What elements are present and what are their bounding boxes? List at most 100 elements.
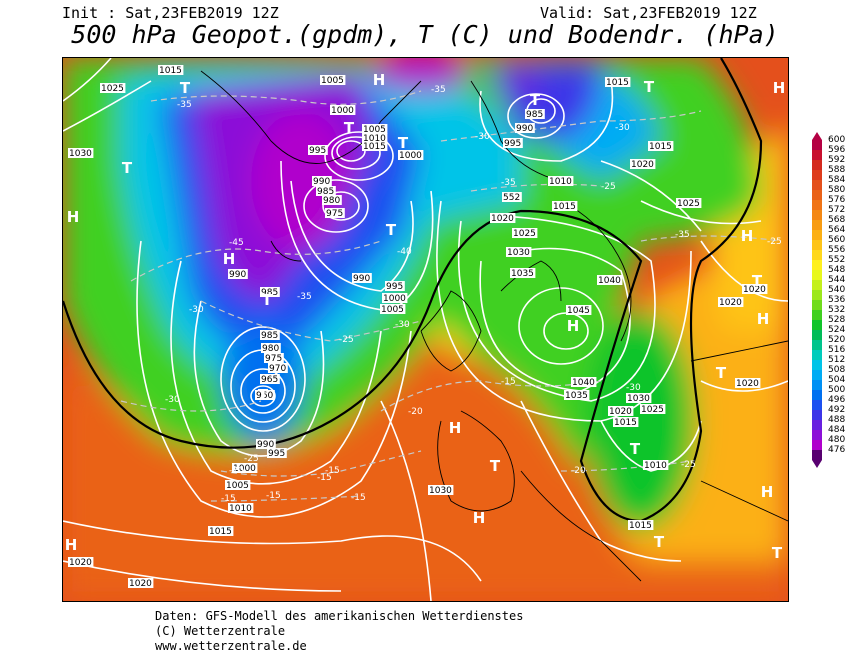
isobar-label: 985 bbox=[261, 331, 278, 341]
isobar-label-box bbox=[510, 268, 536, 278]
isobar-label: 1015 bbox=[209, 527, 232, 537]
init-time: Init : Sat,23FEB2019 12Z bbox=[62, 4, 279, 22]
isobar-label-box bbox=[630, 159, 656, 169]
isobar-label: 552 bbox=[503, 193, 520, 203]
valid-time: Valid: Sat,23FEB2019 12Z bbox=[540, 4, 757, 22]
scale-swatch bbox=[812, 270, 822, 280]
scale-level: 496 bbox=[828, 395, 846, 405]
low-pressure-center: T bbox=[716, 364, 727, 382]
scale-swatch bbox=[812, 330, 822, 340]
isobar-label-box bbox=[628, 520, 654, 530]
high-pressure-center: H bbox=[67, 208, 80, 226]
scale-level: 520 bbox=[828, 335, 846, 345]
isobar-label-box bbox=[260, 330, 280, 340]
scale-swatch bbox=[812, 320, 822, 330]
isobar-label: 980 bbox=[323, 196, 340, 206]
isobar-label-box bbox=[330, 105, 356, 115]
isobar-label: 975 bbox=[326, 209, 343, 219]
scale-swatch bbox=[812, 230, 822, 240]
scale-swatch bbox=[812, 440, 822, 450]
scale-level: 516 bbox=[828, 345, 846, 355]
isotherm-label: -15 bbox=[221, 494, 236, 504]
low-pressure-center: T bbox=[630, 440, 641, 458]
scale-level: 576 bbox=[828, 195, 846, 205]
isotherm-label: -20 bbox=[571, 466, 586, 476]
isotherm-label: -35 bbox=[675, 230, 690, 240]
coastlines bbox=[200, 70, 788, 582]
isobar-label-box bbox=[260, 374, 280, 384]
isobar-label: 1015 bbox=[159, 66, 182, 76]
isobar-label: 990 bbox=[313, 177, 330, 187]
isotherm-label: -25 bbox=[339, 335, 354, 345]
isobar-label-box bbox=[571, 377, 597, 387]
isobar-label-box bbox=[208, 526, 234, 536]
scale-swatch bbox=[812, 220, 822, 230]
isobar-label: 1005 bbox=[363, 125, 386, 135]
isobar-label-box bbox=[320, 75, 346, 85]
isotherm-label: -35 bbox=[177, 100, 192, 110]
isobar-label: 1015 bbox=[606, 78, 629, 88]
scale-swatch bbox=[812, 400, 822, 410]
low-pressure-center: T bbox=[752, 272, 763, 290]
isobar-label-box bbox=[648, 141, 674, 151]
low-pressure-center: T bbox=[490, 457, 501, 475]
scale-level: 596 bbox=[828, 145, 846, 155]
isotherm-label: -15 bbox=[501, 377, 516, 387]
isobar-label: 985 bbox=[317, 187, 334, 197]
isobar-label: 1020 bbox=[609, 407, 632, 417]
isobar-label-box bbox=[256, 439, 276, 449]
isobar-label-box bbox=[325, 208, 345, 218]
isobar-label: 1020 bbox=[631, 160, 654, 170]
isobar-label: 1005 bbox=[381, 305, 404, 315]
scale-level: 540 bbox=[828, 285, 846, 295]
isobar-label: 990 bbox=[229, 270, 246, 280]
isobar-label: 1040 bbox=[572, 378, 595, 388]
isotherm-label: -35 bbox=[501, 178, 516, 188]
isobar-label-box bbox=[316, 186, 336, 196]
isobar-label-box bbox=[68, 148, 94, 158]
isobar-label-box bbox=[362, 141, 388, 151]
isobar-label: 1020 bbox=[736, 379, 759, 389]
high-pressure-center: H bbox=[741, 227, 754, 245]
isobar-label-box bbox=[502, 192, 522, 202]
scale-level: 492 bbox=[828, 405, 846, 415]
isobar-label-box bbox=[128, 578, 154, 588]
isotherm-label: -25 bbox=[601, 182, 616, 192]
isobar-label-box bbox=[382, 293, 408, 303]
isobar-label: 1025 bbox=[101, 84, 124, 94]
isobar-label-box bbox=[490, 213, 516, 223]
low-pressure-center: T bbox=[262, 291, 273, 309]
scale-swatch bbox=[812, 180, 822, 190]
scale-level: 584 bbox=[828, 175, 846, 185]
scale-swatch bbox=[812, 430, 822, 440]
scale-swatch bbox=[812, 350, 822, 360]
low-pressure-center: T bbox=[258, 386, 269, 404]
scale-swatch bbox=[812, 310, 822, 320]
scale-swatch bbox=[812, 150, 822, 160]
low-pressure-center: T bbox=[644, 78, 655, 96]
high-pressure-center: H bbox=[473, 509, 486, 527]
isotherm-lines bbox=[120, 90, 782, 502]
scale-swatch bbox=[812, 280, 822, 290]
isobar-label-box bbox=[515, 123, 535, 133]
scale-level: 588 bbox=[828, 165, 846, 175]
scale-swatch bbox=[812, 290, 822, 300]
map-title: 500 hPa Geopot.(gpdm), T (C) und Bodendr… bbox=[71, 20, 779, 49]
scale-swatch bbox=[812, 340, 822, 350]
scale-swatch bbox=[812, 450, 822, 460]
isobar-label-box bbox=[643, 460, 669, 470]
isotherm-label: -35 bbox=[297, 292, 312, 302]
isobar-label-box bbox=[362, 133, 388, 143]
scale-level: 580 bbox=[828, 185, 846, 195]
isobar-label-box bbox=[742, 284, 768, 294]
high-pressure-center: H bbox=[223, 250, 236, 268]
isobar-label: 980 bbox=[262, 344, 279, 354]
isobar-label-box bbox=[228, 269, 248, 279]
isobar-label: 995 bbox=[504, 139, 521, 149]
isobar-label: 1000 bbox=[233, 464, 256, 474]
isobar-label: 1030 bbox=[507, 248, 530, 258]
high-pressure-center: H bbox=[567, 317, 580, 335]
scale-swatch bbox=[812, 140, 822, 150]
isobar-label-box bbox=[225, 480, 251, 490]
scale-level: 476 bbox=[828, 445, 846, 455]
